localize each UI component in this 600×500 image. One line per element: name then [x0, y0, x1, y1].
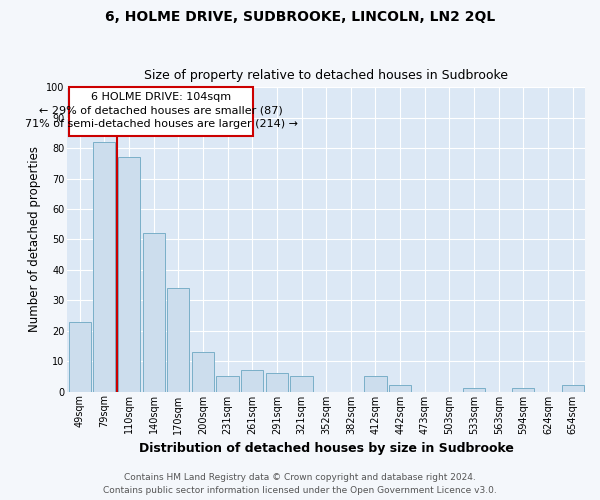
Title: Size of property relative to detached houses in Sudbrooke: Size of property relative to detached ho… [144, 69, 508, 82]
Bar [463, 388, 485, 392]
Bar [241, 370, 263, 392]
Bar [217, 376, 239, 392]
FancyBboxPatch shape [68, 88, 253, 136]
Bar [512, 388, 535, 392]
Bar [266, 374, 288, 392]
Bar [93, 142, 115, 392]
Bar [192, 352, 214, 392]
Bar [118, 158, 140, 392]
Bar [68, 322, 91, 392]
Bar [364, 376, 386, 392]
Bar [143, 234, 165, 392]
X-axis label: Distribution of detached houses by size in Sudbrooke: Distribution of detached houses by size … [139, 442, 514, 455]
Bar [562, 386, 584, 392]
Text: ← 29% of detached houses are smaller (87): ← 29% of detached houses are smaller (87… [39, 106, 283, 116]
Y-axis label: Number of detached properties: Number of detached properties [28, 146, 41, 332]
Text: 71% of semi-detached houses are larger (214) →: 71% of semi-detached houses are larger (… [25, 120, 298, 130]
Bar [290, 376, 313, 392]
Bar [167, 288, 190, 392]
Text: Contains HM Land Registry data © Crown copyright and database right 2024.
Contai: Contains HM Land Registry data © Crown c… [103, 474, 497, 495]
Text: 6, HOLME DRIVE, SUDBROOKE, LINCOLN, LN2 2QL: 6, HOLME DRIVE, SUDBROOKE, LINCOLN, LN2 … [105, 10, 495, 24]
Bar [389, 386, 411, 392]
Text: 6 HOLME DRIVE: 104sqm: 6 HOLME DRIVE: 104sqm [91, 92, 231, 102]
